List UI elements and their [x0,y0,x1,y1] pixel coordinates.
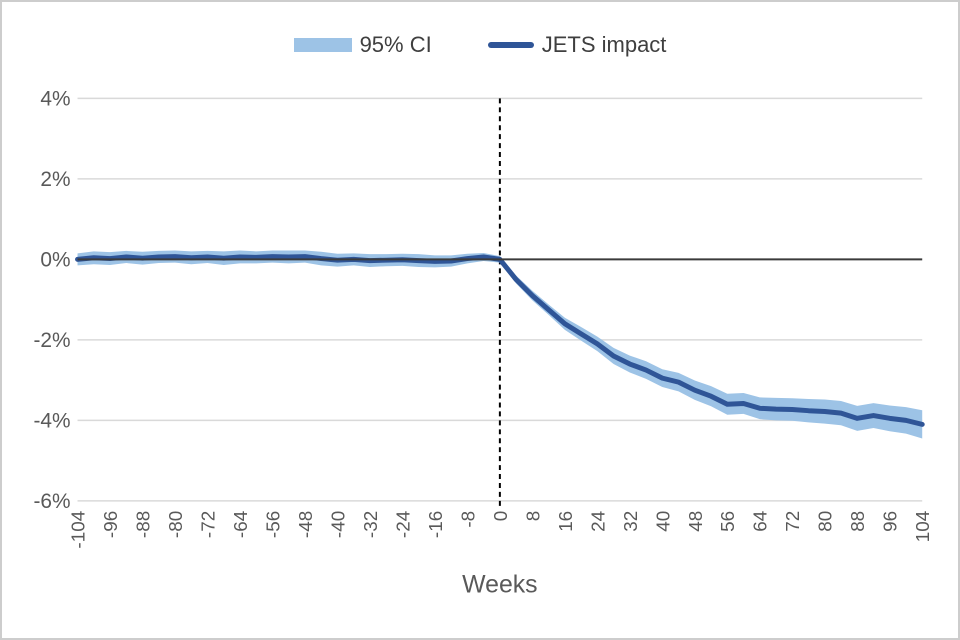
x-tick-label: -24 [393,511,414,538]
ci-legend-swatch-icon [293,38,352,52]
x-tick-label: 32 [621,511,642,532]
x-tick-label: -56 [263,511,284,538]
x-tick-label: 16 [556,511,577,532]
x-tick-label: 40 [653,511,674,532]
x-tick-label: 24 [588,511,609,532]
x-tick-label: -16 [426,511,447,538]
x-tick-label: -48 [296,511,317,538]
x-tick-label: 48 [686,511,707,532]
x-tick-label: -8 [458,511,479,528]
x-tick-label: 8 [523,511,544,522]
x-tick-label: -88 [133,511,154,538]
y-tick-label: 0% [40,248,70,271]
y-tick-label: -4% [33,409,70,432]
y-tick-label: 2% [40,168,70,191]
x-tick-label: -96 [101,511,122,538]
x-tick-label: -64 [231,511,252,538]
x-tick-label: 88 [848,511,869,532]
y-tick-label: -2% [33,329,70,352]
x-tick-label: -40 [328,511,349,538]
x-tick-label: 80 [816,511,837,532]
x-tick-label: 96 [881,511,902,532]
x-tick-label: 56 [718,511,739,532]
x-tick-label: 64 [751,511,772,532]
x-tick-label: -32 [361,511,382,538]
impact-legend-label: JETS impact [541,32,667,57]
ci-band [77,250,923,439]
legend: 95% CI JETS impact [2,32,958,58]
impact-legend-swatch-icon [487,42,534,48]
ci-legend-label: 95% CI [359,32,432,57]
x-tick-label: -104 [68,511,89,549]
x-tick-label: 72 [783,511,804,532]
x-tick-label: 0 [491,511,512,522]
y-tick-label: 4% [40,87,70,110]
y-tick-label: -6% [33,490,70,513]
x-axis-title: Weeks [462,571,537,598]
x-tick-label: -80 [166,511,187,538]
x-tick-label: -72 [198,511,219,538]
x-tick-label: 104 [913,511,934,543]
